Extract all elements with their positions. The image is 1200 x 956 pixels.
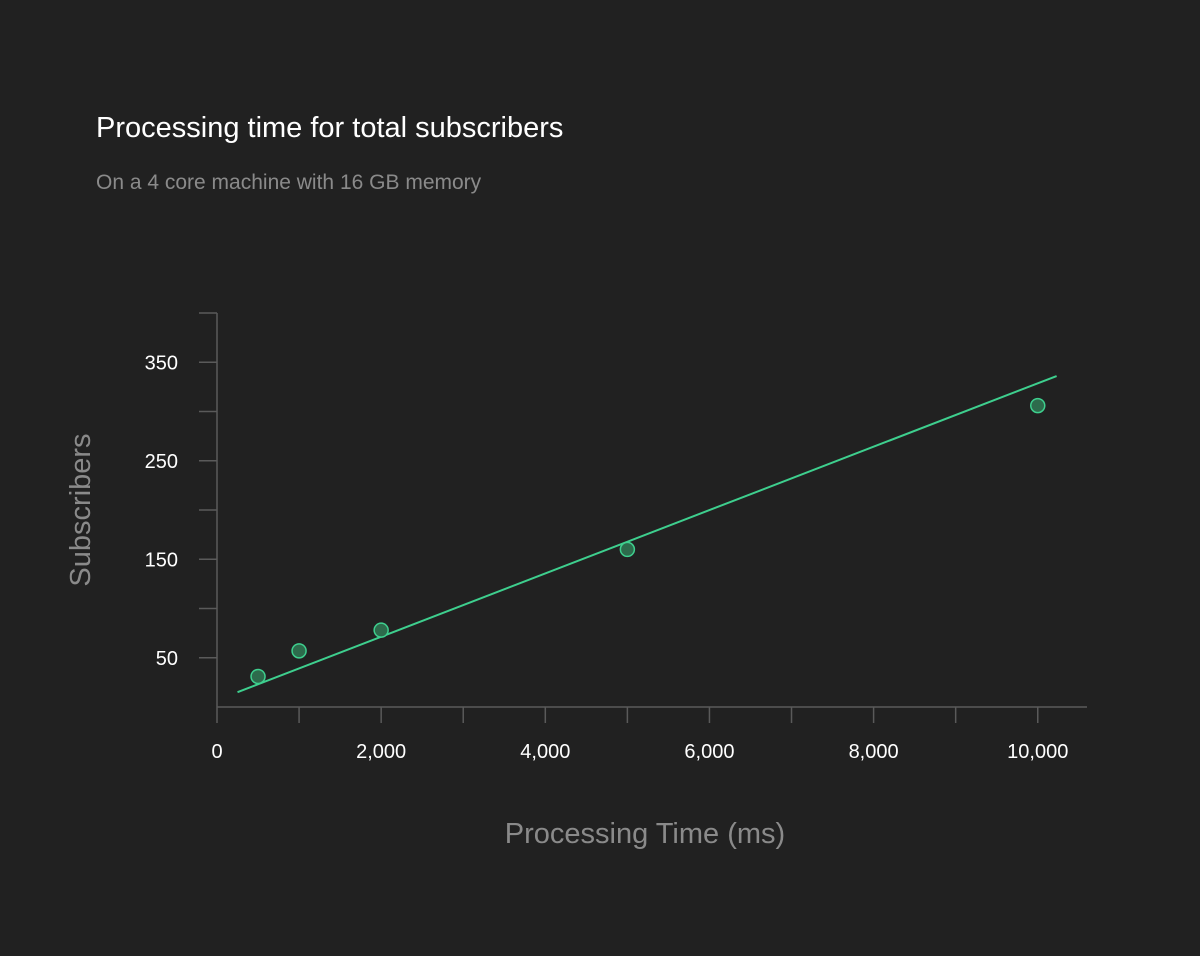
data-point	[1030, 397, 1046, 414]
data-points	[250, 397, 1046, 685]
x-tick-label: 8,000	[849, 741, 899, 763]
x-tick-label: 4,000	[520, 741, 570, 763]
axes	[216, 313, 1087, 708]
x-tick-label: 0	[211, 741, 222, 763]
y-tick-label: 150	[145, 549, 178, 571]
chart-subtitle: On a 4 core machine with 16 GB memory	[96, 171, 482, 194]
x-axis-label: Processing Time (ms)	[505, 818, 785, 850]
ticks: 0 2,000 4,000 6,000 8,000 10,000 50 150 250 350	[145, 312, 1068, 763]
y-tick-label: 50	[156, 648, 178, 670]
x-tick-label: 2,000	[356, 741, 406, 763]
data-point	[250, 668, 266, 685]
data-point	[291, 643, 307, 659]
chart-title: Processing time for total subscribers	[96, 112, 564, 144]
y-tick-label: 250	[145, 451, 178, 473]
x-tick-label: 6,000	[684, 741, 734, 763]
x-tick-label: 10,000	[1007, 741, 1068, 763]
trend-line-group	[237, 375, 1057, 694]
data-point	[619, 541, 636, 558]
y-axis-label: Subscribers	[65, 433, 97, 586]
data-point	[373, 622, 389, 638]
trend-line	[237, 375, 1057, 694]
y-tick-label: 350	[145, 352, 178, 374]
